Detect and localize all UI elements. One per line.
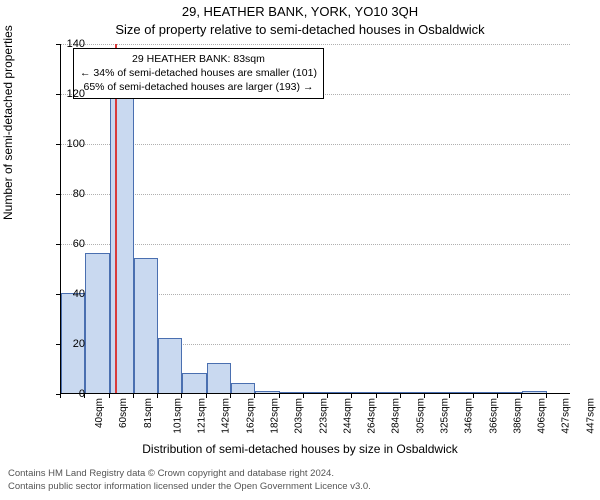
y-tick-label: 0 xyxy=(45,388,85,400)
histogram-bar xyxy=(158,338,182,393)
plot-area: 29 HEATHER BANK: 83sqm← 34% of semi-deta… xyxy=(60,44,570,394)
x-tick-mark xyxy=(230,393,231,398)
x-tick-label: 162sqm xyxy=(245,398,256,434)
x-tick-label: 142sqm xyxy=(221,398,232,434)
chart-title-line1: 29, HEATHER BANK, YORK, YO10 3QH xyxy=(0,4,600,19)
annotation-line: ← 34% of semi-detached houses are smalle… xyxy=(80,66,317,80)
x-tick-label: 406sqm xyxy=(537,398,548,434)
histogram-bar xyxy=(110,73,134,393)
x-tick-mark xyxy=(60,393,61,398)
histogram-bar xyxy=(401,392,425,393)
y-axis-title: Number of semi-detached properties xyxy=(1,25,15,220)
histogram-bar xyxy=(207,363,231,393)
x-tick-mark xyxy=(206,393,207,398)
chart-container: 29, HEATHER BANK, YORK, YO10 3QH Size of… xyxy=(0,0,600,500)
histogram-bar xyxy=(255,391,279,394)
x-tick-mark xyxy=(327,393,328,398)
y-tick-label: 20 xyxy=(45,338,85,350)
annotation-line: 65% of semi-detached houses are larger (… xyxy=(80,80,317,94)
histogram-bar xyxy=(377,392,401,393)
x-tick-label: 325sqm xyxy=(440,398,451,434)
histogram-bar xyxy=(304,392,328,393)
x-tick-label: 284sqm xyxy=(391,398,402,434)
x-tick-mark xyxy=(351,393,352,398)
x-tick-mark xyxy=(181,393,182,398)
y-tick-label: 60 xyxy=(45,238,85,250)
x-tick-mark xyxy=(521,393,522,398)
histogram-bar xyxy=(522,391,546,394)
histogram-bar xyxy=(450,392,474,393)
x-tick-mark xyxy=(84,393,85,398)
x-tick-label: 386sqm xyxy=(512,398,523,434)
x-tick-label: 121sqm xyxy=(197,398,208,434)
x-tick-mark xyxy=(497,393,498,398)
y-tick-label: 120 xyxy=(45,88,85,100)
x-tick-mark xyxy=(376,393,377,398)
x-tick-mark xyxy=(473,393,474,398)
x-tick-label: 81sqm xyxy=(143,398,154,428)
x-tick-label: 264sqm xyxy=(367,398,378,434)
x-tick-label: 447sqm xyxy=(585,398,596,434)
x-tick-mark xyxy=(157,393,158,398)
footer-line1: Contains HM Land Registry data © Crown c… xyxy=(8,468,334,479)
histogram-bar xyxy=(85,253,109,393)
x-tick-label: 101sqm xyxy=(172,398,183,434)
x-tick-mark xyxy=(424,393,425,398)
x-tick-label: 244sqm xyxy=(342,398,353,434)
x-tick-mark xyxy=(303,393,304,398)
x-tick-label: 203sqm xyxy=(294,398,305,434)
histogram-bar xyxy=(328,392,352,393)
x-tick-mark xyxy=(133,393,134,398)
chart-title-line2: Size of property relative to semi-detach… xyxy=(0,22,600,37)
x-tick-label: 182sqm xyxy=(270,398,281,434)
footer-line2: Contains public sector information licen… xyxy=(8,481,371,492)
histogram-bar xyxy=(352,392,376,393)
y-tick-label: 100 xyxy=(45,138,85,150)
x-tick-mark xyxy=(254,393,255,398)
x-tick-mark xyxy=(109,393,110,398)
x-tick-label: 346sqm xyxy=(464,398,475,434)
y-tick-label: 140 xyxy=(45,38,85,50)
x-tick-mark xyxy=(400,393,401,398)
x-tick-label: 223sqm xyxy=(318,398,329,434)
y-tick-label: 80 xyxy=(45,188,85,200)
x-tick-label: 427sqm xyxy=(561,398,572,434)
x-tick-label: 40sqm xyxy=(94,398,105,428)
x-tick-label: 366sqm xyxy=(488,398,499,434)
x-axis-title: Distribution of semi-detached houses by … xyxy=(0,442,600,456)
x-tick-label: 60sqm xyxy=(118,398,129,428)
histogram-bar xyxy=(134,258,158,393)
x-tick-label: 305sqm xyxy=(415,398,426,434)
histogram-bar xyxy=(280,392,304,393)
x-tick-mark xyxy=(449,393,450,398)
histogram-bar xyxy=(425,392,449,393)
x-tick-mark xyxy=(279,393,280,398)
annotation-line: 29 HEATHER BANK: 83sqm xyxy=(80,52,317,66)
histogram-bar xyxy=(474,392,498,393)
histogram-bar xyxy=(231,383,255,393)
annotation-box: 29 HEATHER BANK: 83sqm← 34% of semi-deta… xyxy=(73,48,324,99)
x-tick-mark xyxy=(546,393,547,398)
y-tick-label: 40 xyxy=(45,288,85,300)
histogram-bar xyxy=(182,373,206,393)
histogram-bar xyxy=(498,392,522,393)
